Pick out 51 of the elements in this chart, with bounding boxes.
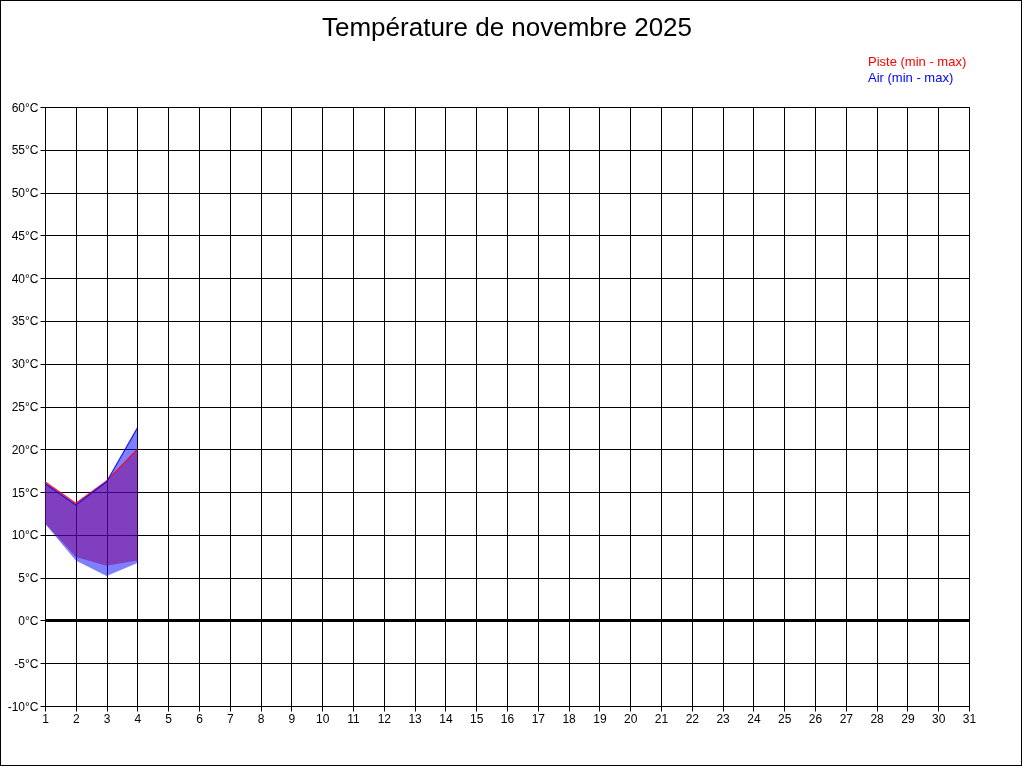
x-tick-label: 2 [72, 711, 80, 726]
x-tick-label: 25 [778, 711, 792, 726]
y-tick-label: 35°C [11, 314, 39, 329]
x-tick-label: 19 [593, 711, 607, 726]
x-tick-label: 14 [439, 711, 453, 726]
x-tick-label: 7 [226, 711, 234, 726]
x-tick-label: 6 [196, 711, 204, 726]
x-tick-label: 18 [562, 711, 577, 726]
x-tick-label: 21 [654, 711, 669, 726]
y-tick-label: -5°C [14, 656, 39, 671]
y-tick-label: 15°C [11, 485, 39, 500]
line-series [44, 427, 138, 506]
x-tick-label: 17 [531, 711, 546, 726]
x-tick-label: 4 [134, 711, 142, 726]
x-tick-label: 13 [408, 711, 423, 726]
x-tick-label: 24 [747, 711, 761, 726]
x-tick-label: 12 [377, 711, 392, 726]
y-tick-label: 60°C [11, 100, 39, 115]
x-tick-label: 29 [901, 711, 915, 726]
x-tick-label: 20 [624, 711, 638, 726]
y-tick-label: 55°C [11, 143, 39, 158]
x-tick-label: 15 [470, 711, 484, 726]
y-tick-label: 20°C [11, 442, 39, 457]
y-tick-label: 30°C [11, 357, 39, 372]
chart-title: Température de novembre 2025 [321, 12, 693, 42]
x-tick-label: 23 [716, 711, 731, 726]
y-tick-label: 40°C [11, 271, 39, 286]
x-tick-label: 10 [316, 711, 330, 726]
x-tick-label: 16 [500, 711, 515, 726]
x-tick-label: 1 [42, 711, 50, 726]
x-tick-label: 9 [288, 711, 296, 726]
x-tick-label: 5 [165, 711, 173, 726]
x-tick-label: 30 [932, 711, 946, 726]
x-tick-label: 3 [103, 711, 111, 726]
y-tick-label: 25°C [11, 400, 39, 414]
text: Air (min - max) [868, 69, 954, 85]
line-series [44, 448, 138, 504]
y-tick-label: 10°C [11, 528, 39, 543]
x-tick-label: 8 [257, 711, 265, 726]
x-tick-label: 26 [808, 711, 823, 726]
x-tick-label: 11 [347, 711, 361, 726]
y-tick-label: 0°C [18, 613, 39, 628]
y-tick-label: 45°C [11, 228, 39, 243]
y-tick-label: -10°C [7, 699, 39, 714]
text: Piste (min - max) [868, 53, 967, 69]
x-tick-label: 31 [962, 711, 977, 726]
x-tick-label: 22 [685, 711, 700, 726]
x-tick-label: 28 [870, 711, 885, 726]
x-tick-label: 27 [839, 711, 854, 726]
y-tick-label: 5°C [18, 571, 39, 586]
y-tick-label: 50°C [11, 186, 39, 201]
